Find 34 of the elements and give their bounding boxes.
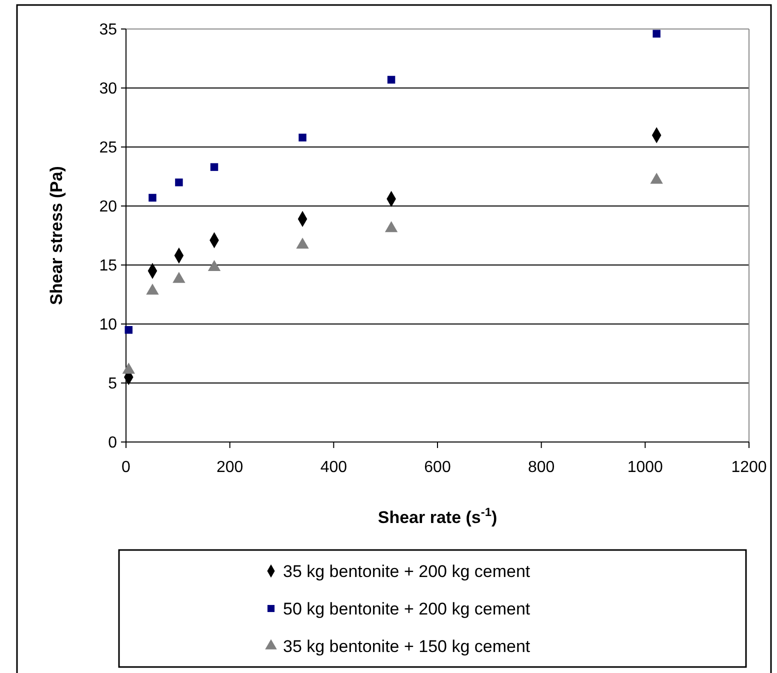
- x-tick-label: 400: [320, 459, 348, 476]
- x-axis-title: Shear rate (s$^{-1}$): [378, 505, 498, 527]
- y-tick-label: 30: [99, 80, 118, 98]
- point: [146, 284, 159, 295]
- x-tick-label: 800: [528, 459, 555, 476]
- point: [124, 326, 133, 334]
- point: [652, 30, 660, 38]
- point: [148, 194, 156, 202]
- x-tick-label: 600: [424, 459, 451, 476]
- legend-label: 35 kg bentonite + 200 kg cement: [283, 562, 530, 581]
- point: [122, 362, 136, 374]
- y-tick-label: 35: [99, 22, 118, 39]
- y-tick-label: 5: [108, 376, 118, 393]
- y-axis-title: Shear stress (Pa): [47, 166, 66, 305]
- point: [387, 76, 396, 84]
- point: [175, 178, 183, 186]
- point: [650, 172, 663, 184]
- x-tick-label: 1200: [731, 459, 767, 476]
- y-tick-label: 15: [99, 258, 118, 275]
- y-tick-label: 10: [99, 316, 118, 334]
- legend-label: 50 kg bentonite + 200 kg cement: [283, 599, 530, 618]
- point: [208, 260, 221, 272]
- point: [296, 238, 309, 249]
- x-tick-label: 200: [216, 459, 244, 476]
- point: [384, 221, 398, 232]
- y-tick-label: 0: [108, 434, 118, 452]
- x-tick-label: 1000: [627, 459, 664, 476]
- point: [298, 134, 306, 142]
- legend-label: 35 kg bentonite + 150 kg cement: [283, 636, 530, 656]
- x-tick-label: 0: [122, 459, 131, 476]
- point: [210, 163, 218, 171]
- point: [172, 272, 186, 283]
- y-tick-label: 25: [99, 140, 118, 157]
- y-tick-label: 20: [99, 198, 118, 216]
